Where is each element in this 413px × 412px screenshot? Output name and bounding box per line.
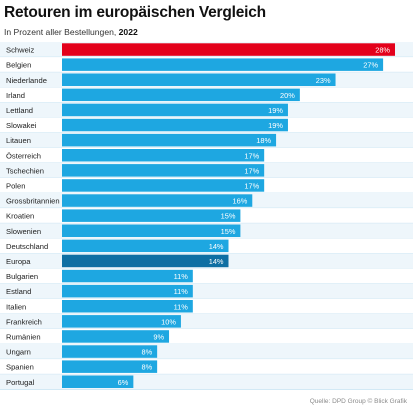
value-label: 17% <box>244 166 259 175</box>
bar <box>62 194 253 207</box>
bar <box>62 254 229 268</box>
row-band <box>0 359 413 375</box>
value-label: 20% <box>280 91 295 100</box>
category-label: Grossbritannien <box>6 197 60 206</box>
bar <box>62 103 288 117</box>
category-label: Rumänien <box>6 332 41 341</box>
chart-subtitle: In Prozent aller Bestellungen, 2022 <box>4 27 138 37</box>
value-label: 19% <box>268 106 283 115</box>
subtitle-text: In Prozent aller Bestellungen, <box>4 27 117 37</box>
bar <box>62 345 158 358</box>
bar <box>62 360 158 373</box>
category-label: Schweiz <box>6 46 34 55</box>
value-label: 14% <box>209 257 224 266</box>
bar <box>62 284 193 298</box>
category-label: Portugal <box>6 378 35 387</box>
value-label: 11% <box>174 287 189 296</box>
row-band <box>0 313 413 329</box>
category-label: Belgien <box>6 61 31 70</box>
category-label: Ungarn <box>6 348 31 357</box>
bar <box>62 164 265 177</box>
value-label: 15% <box>221 227 236 236</box>
bar <box>62 375 134 388</box>
category-label: Litauen <box>6 136 31 145</box>
value-label: 27% <box>363 61 378 70</box>
category-label: Spanien <box>6 363 34 372</box>
value-label: 28% <box>375 46 390 55</box>
bar <box>62 239 229 253</box>
bar <box>62 118 288 132</box>
bar <box>62 133 277 147</box>
value-label: 11% <box>174 272 189 281</box>
value-label: 8% <box>141 363 152 372</box>
value-label: 15% <box>221 212 236 221</box>
category-label: Estland <box>6 287 31 296</box>
category-label: Deutschland <box>6 242 48 251</box>
bar <box>62 88 300 102</box>
row-band <box>0 328 413 344</box>
category-label: Bulgarien <box>6 272 38 281</box>
value-label: 19% <box>268 121 283 130</box>
category-label: Slowenien <box>6 227 41 236</box>
bar <box>62 224 241 237</box>
bar <box>62 179 265 192</box>
value-label: 8% <box>141 348 152 357</box>
bar <box>62 330 170 343</box>
category-label: Polen <box>6 181 25 190</box>
value-label: 17% <box>244 151 259 160</box>
subtitle-year: 2022 <box>118 27 138 37</box>
source-note: Quelle: DPD Group © Blick Grafik <box>309 398 407 405</box>
category-label: Tschechien <box>6 166 44 175</box>
category-label: Niederlande <box>6 76 47 85</box>
value-label: 17% <box>244 181 259 190</box>
category-label: Slowakei <box>6 121 37 130</box>
row-band <box>0 344 413 360</box>
bar <box>62 43 395 56</box>
category-label: Österreich <box>6 151 41 160</box>
category-label: Kroatien <box>6 212 34 221</box>
bar <box>62 209 241 222</box>
row-band <box>0 283 413 299</box>
category-label: Irland <box>6 91 25 100</box>
bar <box>62 58 384 71</box>
value-label: 10% <box>161 317 176 326</box>
bar <box>62 269 193 283</box>
value-label: 23% <box>316 76 331 85</box>
bar <box>62 149 265 162</box>
category-label: Frankreich <box>6 317 42 326</box>
value-label: 14% <box>209 242 224 251</box>
row-band <box>0 298 413 314</box>
category-label: Europa <box>6 257 31 266</box>
category-label: Lettland <box>6 106 33 115</box>
category-label: Italien <box>6 302 26 311</box>
value-label: 11% <box>174 302 189 311</box>
value-label: 18% <box>256 136 271 145</box>
value-label: 6% <box>118 378 129 387</box>
bar <box>62 300 193 313</box>
value-label: 9% <box>153 332 164 341</box>
bar <box>62 73 336 86</box>
row-band <box>0 374 413 390</box>
bar <box>62 315 181 328</box>
value-label: 16% <box>232 197 247 206</box>
chart-title: Retouren im europäischen Vergleich <box>4 4 266 21</box>
row-band <box>0 268 413 284</box>
